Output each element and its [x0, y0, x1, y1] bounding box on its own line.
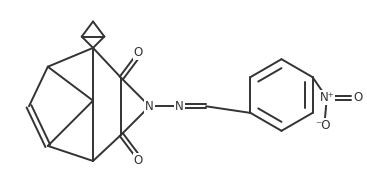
Text: N: N: [145, 100, 154, 113]
Text: ⁻O: ⁻O: [315, 119, 331, 132]
Text: N⁺: N⁺: [319, 91, 334, 104]
Text: O: O: [134, 46, 143, 59]
Text: O: O: [353, 91, 363, 104]
Text: N: N: [175, 100, 184, 113]
Text: O: O: [134, 154, 143, 167]
